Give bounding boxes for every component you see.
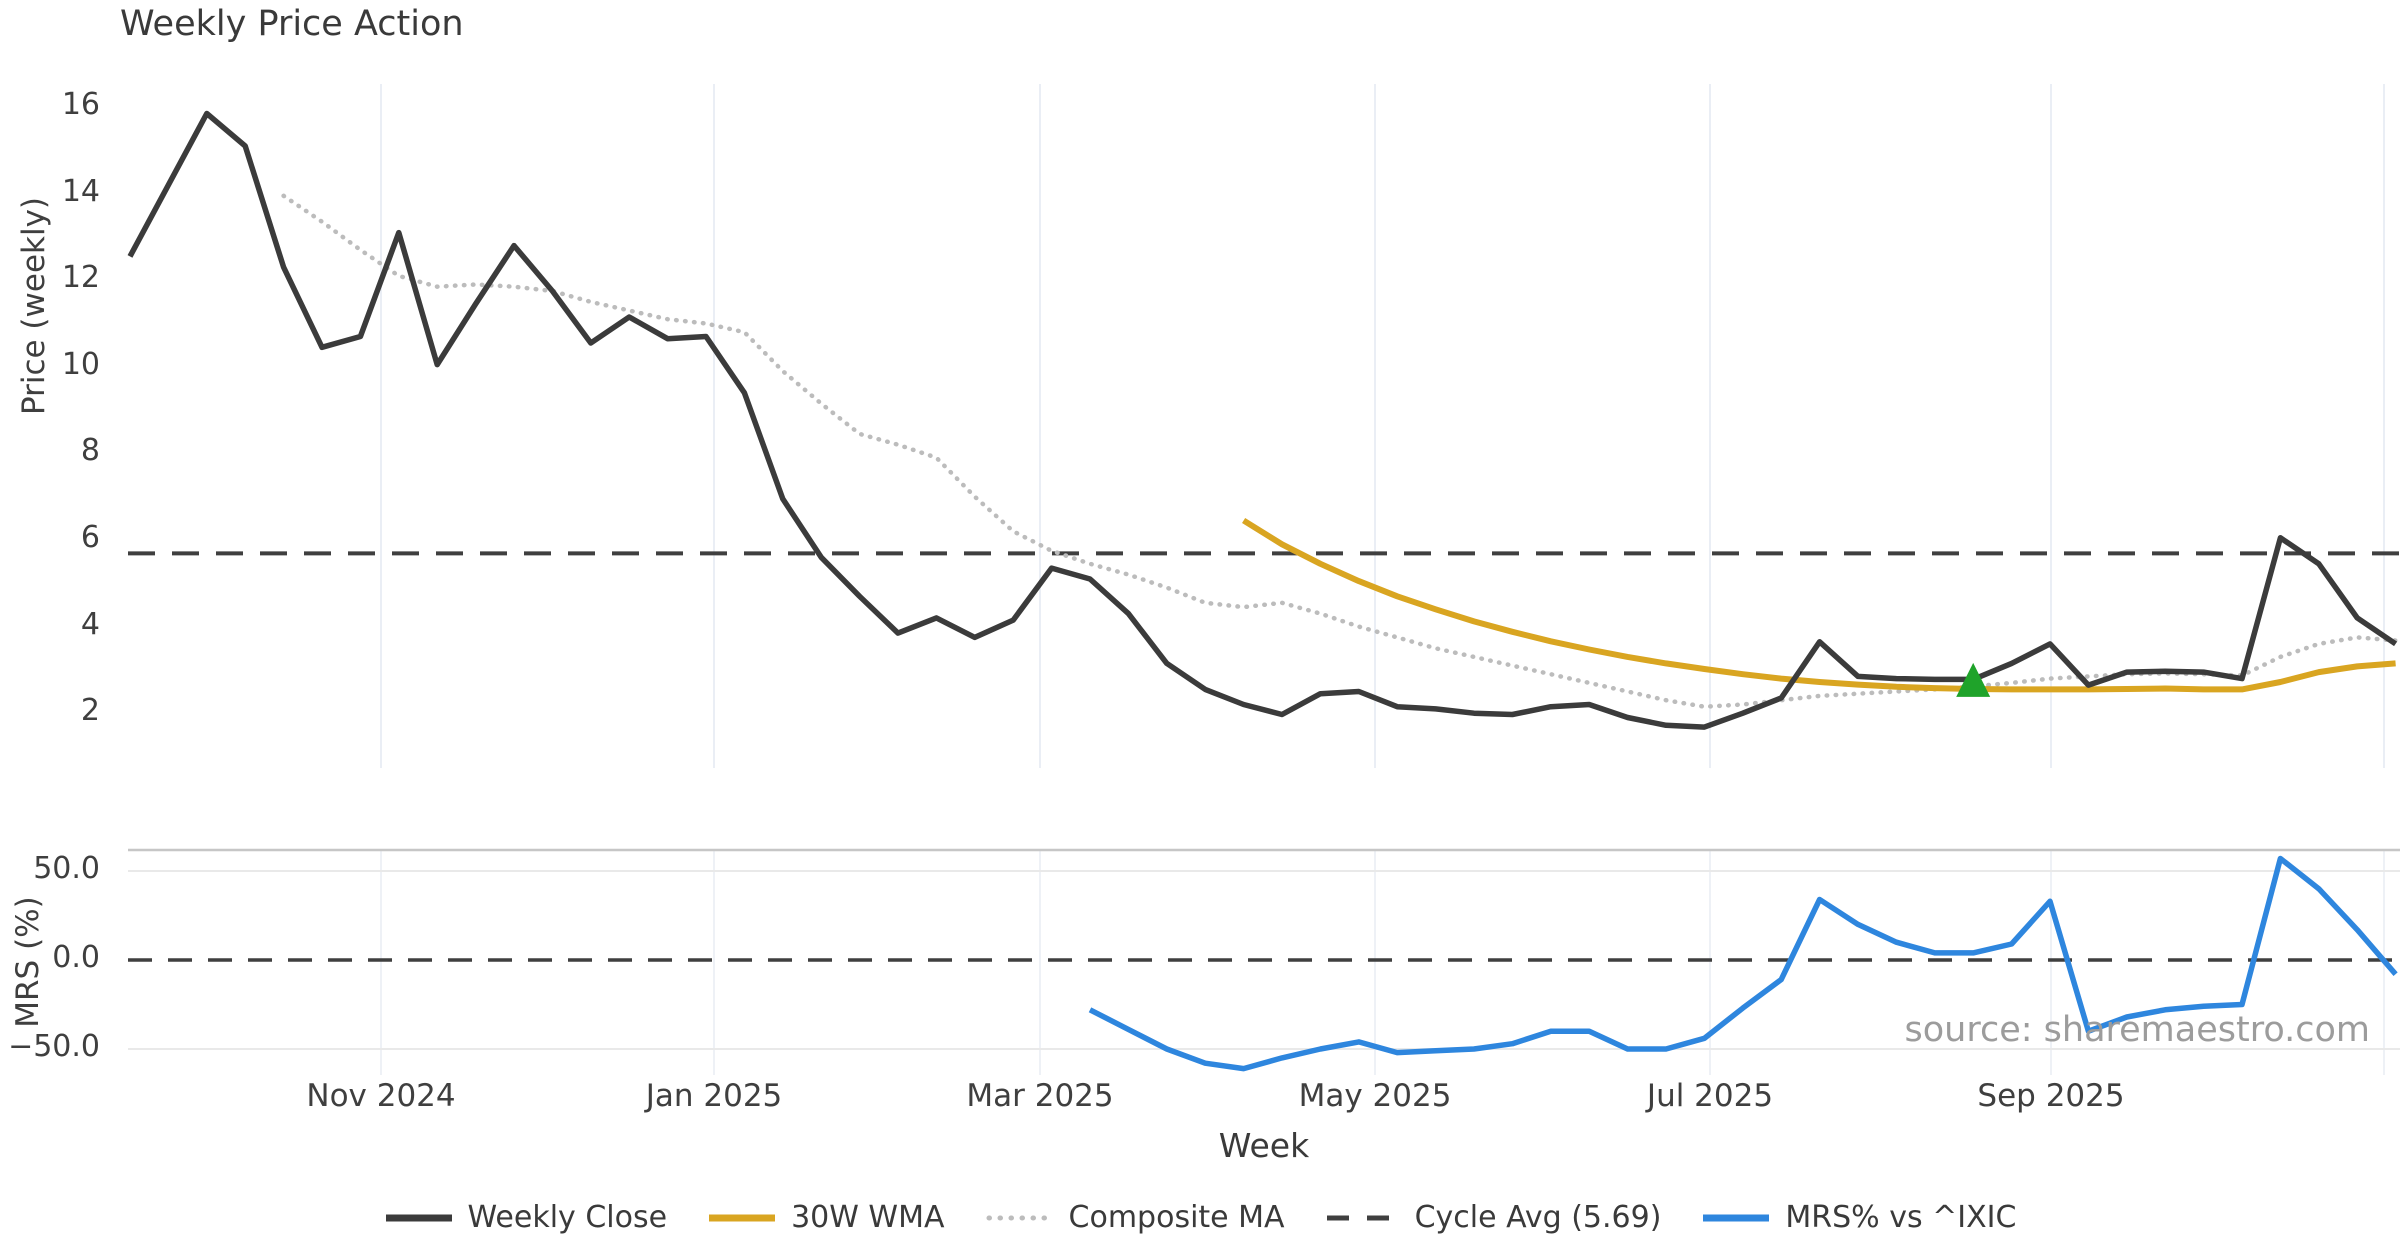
page-title: Weekly Price Action [120,4,464,44]
price-ytick-label: 10 [61,346,100,382]
solid-gold-line-icon [709,1214,776,1221]
mrs-ytick-label: 0.0 [52,940,100,975]
mrs-line [1088,855,2398,1072]
legend-item-mrs: MRS% vs ^IXIC [1701,1200,2016,1235]
x-tick-label: May 2025 [1298,1078,1452,1114]
legend-label: 30W WMA [791,1200,945,1235]
buy-signal-marker [1956,662,1991,697]
x-tick-label: Mar 2025 [966,1078,1114,1114]
price-axis-label: Price (weekly) [16,196,52,416]
legend-item-composite-ma: Composite MA [985,1200,1285,1235]
legend-label: MRS% vs ^IXIC [1785,1200,2017,1235]
price-ytick-label: 14 [61,173,100,209]
mrs-ytick-label: −50.0 [8,1029,100,1064]
solid-dark-line-icon [385,1214,452,1221]
x-axis-label: Week [1218,1126,1310,1165]
legend-label: Composite MA [1068,1200,1285,1235]
price-ytick-label: 6 [80,520,100,555]
solid-blue-line-icon [1703,1214,1770,1221]
price-ytick-label: 8 [80,433,100,469]
legend-label: Weekly Close [467,1200,668,1235]
x-tick-label: Jul 2025 [1646,1078,1774,1114]
legend-item-30w-wma: 30W WMA [707,1200,945,1235]
x-tick-label: Jan 2025 [645,1078,783,1114]
weekly-close-line [127,110,2398,730]
legend-label: Cycle Avg (5.69) [1414,1200,1662,1235]
price-ytick-label: 4 [80,606,100,642]
x-tick-label: Sep 2025 [1977,1078,2125,1114]
price-ytick-label: 12 [61,260,100,296]
dashed-dark-line-icon [1326,1215,1399,1220]
legend-item-weekly-close: Weekly Close [384,1200,668,1235]
price-ytick-label: 2 [80,693,100,729]
mrs-ytick-label: 50.0 [33,851,100,886]
x-tick-label: Nov 2024 [306,1078,456,1114]
legend: Weekly Close 30W WMA Composite MA Cycle … [0,1200,2400,1235]
price-ytick-label: 16 [61,87,100,122]
30w-wma-line [1242,517,2396,693]
dotted-gray-line-icon [986,1215,1055,1220]
composite-ma-line [281,193,2398,709]
watermark: source: sharemaestro.com [1904,1010,2371,1050]
legend-item-cycle-avg: Cycle Avg (5.69) [1325,1200,1662,1235]
